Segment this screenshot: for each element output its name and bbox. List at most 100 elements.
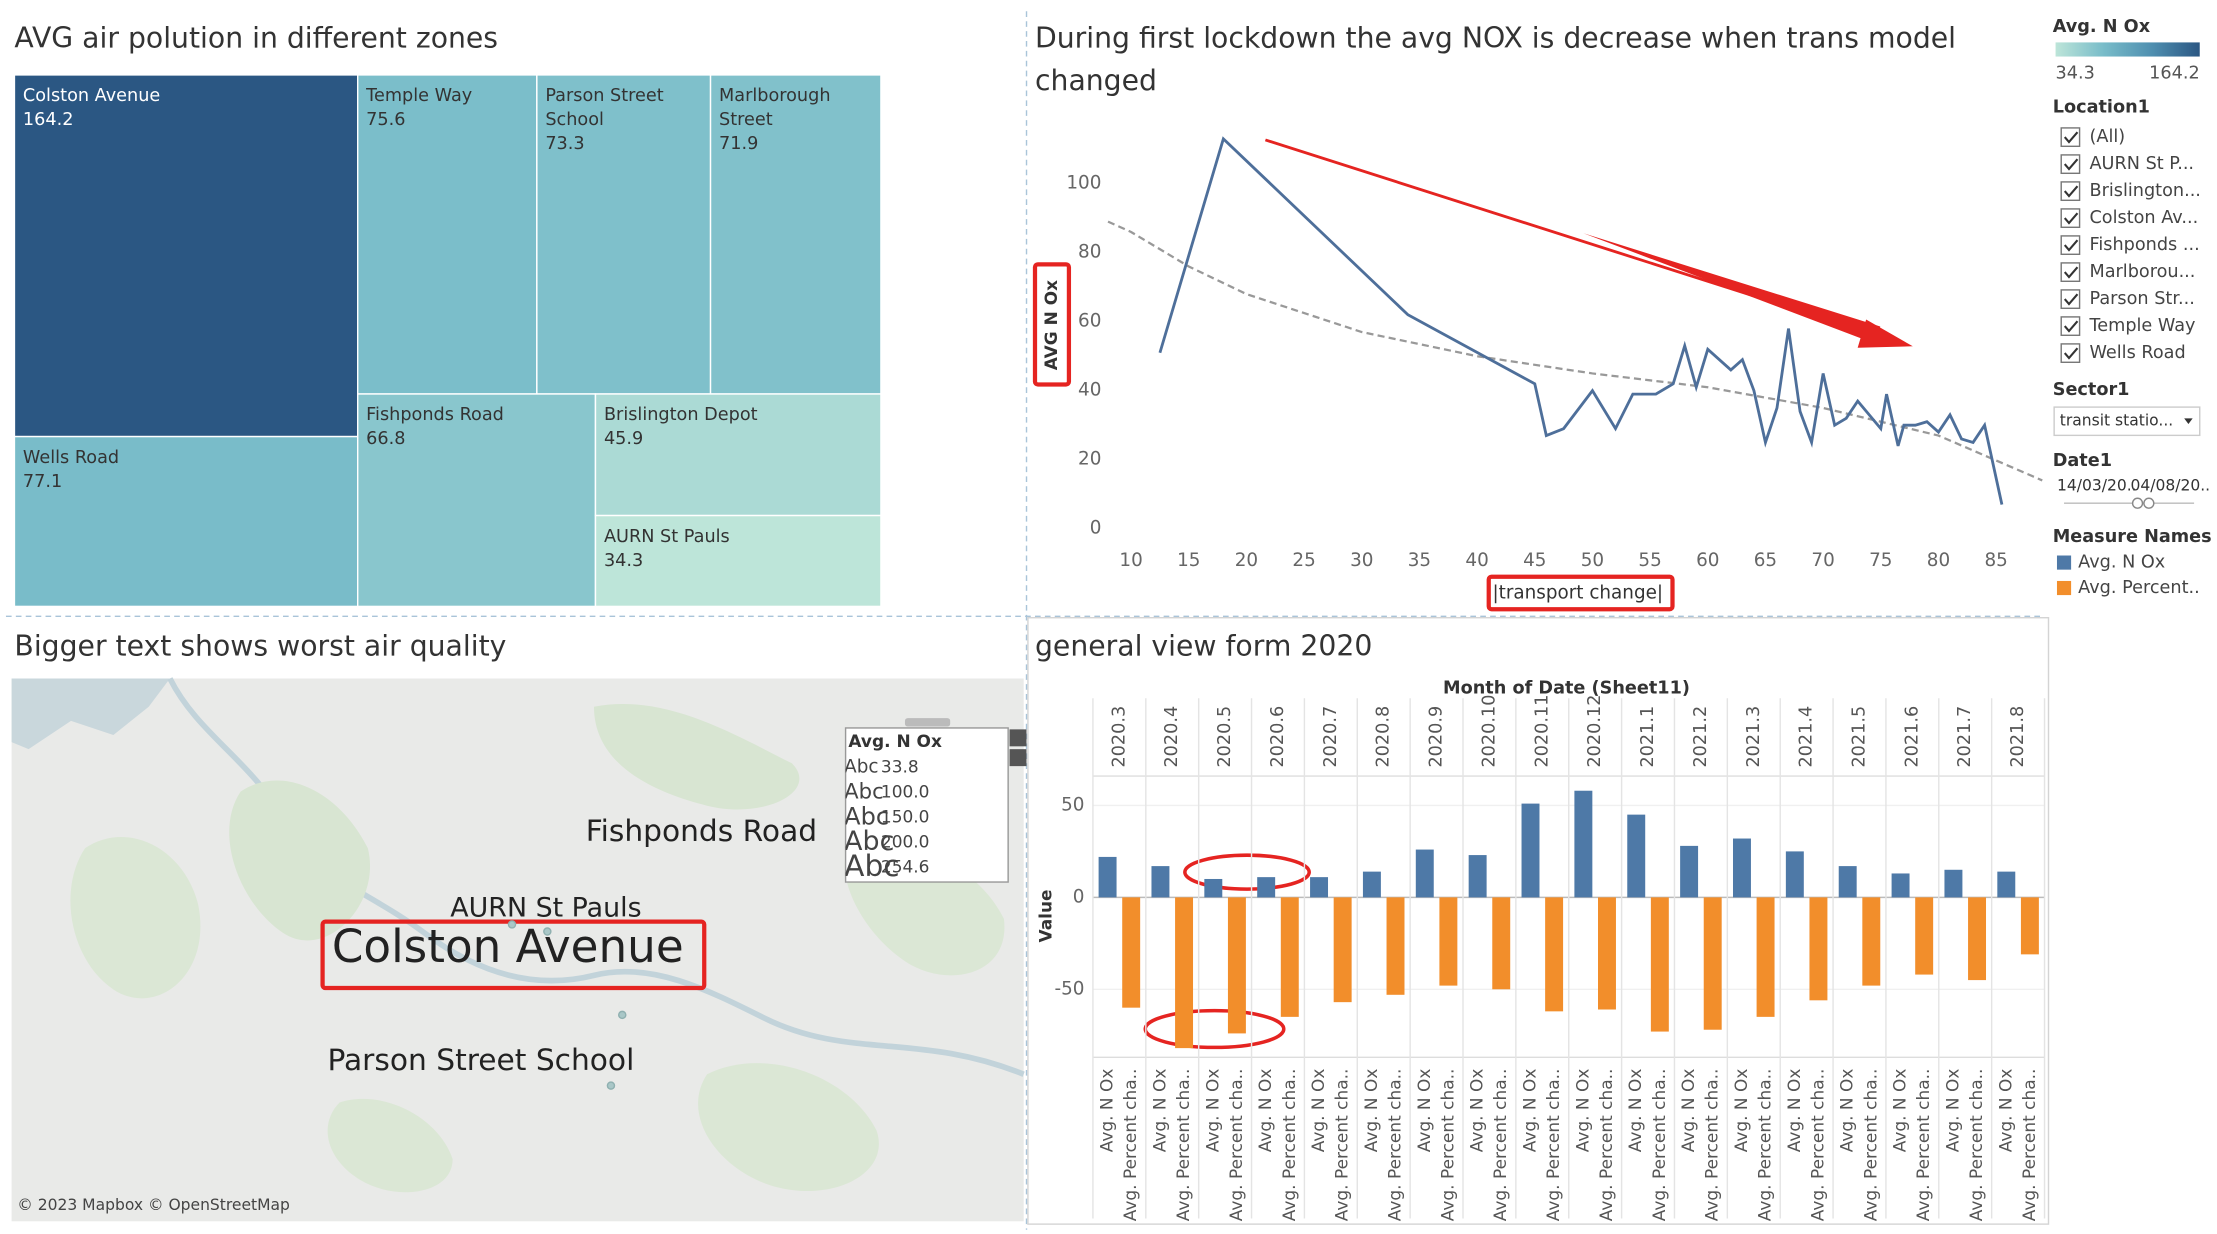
measure-label: Avg. Percent cha.. <box>1543 1069 1563 1222</box>
bar <box>1175 897 1194 1049</box>
cell-value: 66.8 <box>366 429 405 449</box>
cell-value: 77.1 <box>23 472 62 492</box>
measure-label: Avg. N Ox <box>1731 1069 1751 1153</box>
treemap-cell <box>536 74 712 395</box>
column-label: 2021.4 <box>1797 706 1817 768</box>
measure-label: Avg. N Ox <box>1520 1069 1540 1153</box>
legend-icon: Abc <box>844 803 889 831</box>
check-mark <box>2063 320 2079 333</box>
filter-item: Fishponds ... <box>2089 235 2199 255</box>
filter-title: Sector1 <box>2053 380 2130 400</box>
filter-item: Marlborou... <box>2089 262 2195 282</box>
column-label: 2021.1 <box>1638 706 1658 768</box>
x-tick-label: 40 <box>1465 550 1488 571</box>
filter-item: Brislington... <box>2089 181 2200 201</box>
measure-label: Avg. N Ox <box>1784 1069 1804 1153</box>
cell-label: Parson Street School <box>545 86 669 130</box>
bar <box>1310 877 1329 898</box>
y-tick-label: 50 <box>1061 794 1084 815</box>
legend-icon: Abc <box>844 779 884 804</box>
cell-value: 75.6 <box>366 110 405 130</box>
filter-item: AURN St P... <box>2089 154 2194 174</box>
legend-item: 254.6 <box>881 857 930 877</box>
map-label: Parson Street School <box>327 1042 634 1077</box>
checkbox[interactable] <box>2060 208 2081 229</box>
checkbox[interactable] <box>2060 181 2081 202</box>
legend-swatch <box>2056 580 2072 596</box>
highlight-box <box>1032 262 1072 387</box>
park <box>698 1063 879 1192</box>
checkbox[interactable] <box>2060 127 2081 148</box>
bar <box>1680 845 1699 898</box>
filter-item: Colston Av... <box>2089 208 2198 228</box>
column-label: 2020.3 <box>1109 706 1129 768</box>
legend-close <box>1009 729 1027 747</box>
legend-item: 200.0 <box>881 832 930 852</box>
measure-label: Avg. N Ox <box>1942 1069 1962 1153</box>
y-tick-label: -50 <box>1054 978 1084 999</box>
legend-item: 150.0 <box>881 807 930 827</box>
measure-label: Avg. Percent cha.. <box>1173 1069 1193 1222</box>
map-title: Bigger text shows worst air quality <box>14 629 506 662</box>
data-line <box>1158 136 2004 505</box>
check-mark <box>2063 131 2079 144</box>
measure-label: Avg. N Ox <box>1625 1069 1645 1153</box>
x-tick-label: 30 <box>1350 550 1373 571</box>
checkbox[interactable] <box>2060 262 2081 282</box>
legend-icon: Abc <box>844 848 899 883</box>
date-end: 04/08/20.. <box>2130 477 2210 495</box>
checkbox[interactable] <box>2060 289 2081 309</box>
map-point <box>543 927 552 936</box>
x-tick-label: 35 <box>1408 550 1431 571</box>
bar <box>1204 878 1223 898</box>
slider-handle[interactable] <box>2143 497 2155 509</box>
bar <box>1122 897 1141 1008</box>
bar <box>1732 838 1751 898</box>
y-axis-label: Value <box>1035 889 1055 942</box>
map-legend-title: Avg. N Ox <box>848 731 942 751</box>
bar <box>1756 897 1775 1017</box>
checkbox[interactable] <box>2060 316 2081 336</box>
checkbox[interactable] <box>2060 343 2081 363</box>
slider-handle[interactable] <box>2131 497 2144 509</box>
column-label: 2020.9 <box>1427 706 1447 768</box>
check-mark <box>2063 266 2079 279</box>
column-label: 2021.7 <box>1955 706 1975 768</box>
measure-label: Avg. Percent cha.. <box>1755 1069 1775 1222</box>
bar <box>2020 897 2039 955</box>
bar <box>1891 873 1910 898</box>
measure-label: Avg. N Ox <box>1678 1069 1698 1153</box>
map-label: AURN St Pauls <box>450 892 641 923</box>
checkbox[interactable] <box>2060 154 2081 175</box>
measure-label: Avg. Percent cha.. <box>1807 1069 1827 1222</box>
x-tick-label: 10 <box>1119 550 1142 571</box>
bar <box>1280 897 1299 1017</box>
dropdown-arrow <box>2184 418 2193 425</box>
x-tick-label: 75 <box>1869 550 1892 571</box>
legend-item: 100.0 <box>881 782 930 802</box>
measure-label: Avg. Percent cha.. <box>1226 1069 1246 1222</box>
bar <box>1915 897 1934 975</box>
check-mark <box>2063 293 2079 306</box>
legend-icon: Abc <box>844 826 894 857</box>
x-axis-label: |transport change| <box>1492 583 1663 604</box>
treemap-cell <box>594 514 882 608</box>
cell-value: 71.9 <box>719 134 758 154</box>
dropdown[interactable] <box>2053 406 2201 437</box>
check-mark <box>2063 347 2079 360</box>
measure-label: Avg. Percent cha.. <box>1913 1069 1933 1222</box>
checkbox[interactable] <box>2060 235 2081 255</box>
measure-label: Avg. N Ox <box>1097 1069 1117 1153</box>
check-mark <box>2063 158 2079 171</box>
bar <box>1151 866 1170 898</box>
cell-label: Brislington Depot <box>604 405 758 425</box>
measure-label: Avg. N Ox <box>1890 1069 1910 1153</box>
measure-label: Avg. N Ox <box>1361 1069 1381 1153</box>
y-tick-label: 20 <box>1078 449 1101 470</box>
legend-title: Avg. N Ox <box>2053 17 2151 37</box>
measure-label: Avg. N Ox <box>1308 1069 1328 1153</box>
x-tick-label: 45 <box>1523 550 1546 571</box>
highlight-box <box>1486 574 1675 612</box>
cell-value: 164.2 <box>23 110 74 130</box>
